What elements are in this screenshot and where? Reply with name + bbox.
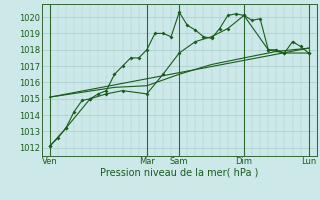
- X-axis label: Pression niveau de la mer( hPa ): Pression niveau de la mer( hPa ): [100, 168, 258, 178]
